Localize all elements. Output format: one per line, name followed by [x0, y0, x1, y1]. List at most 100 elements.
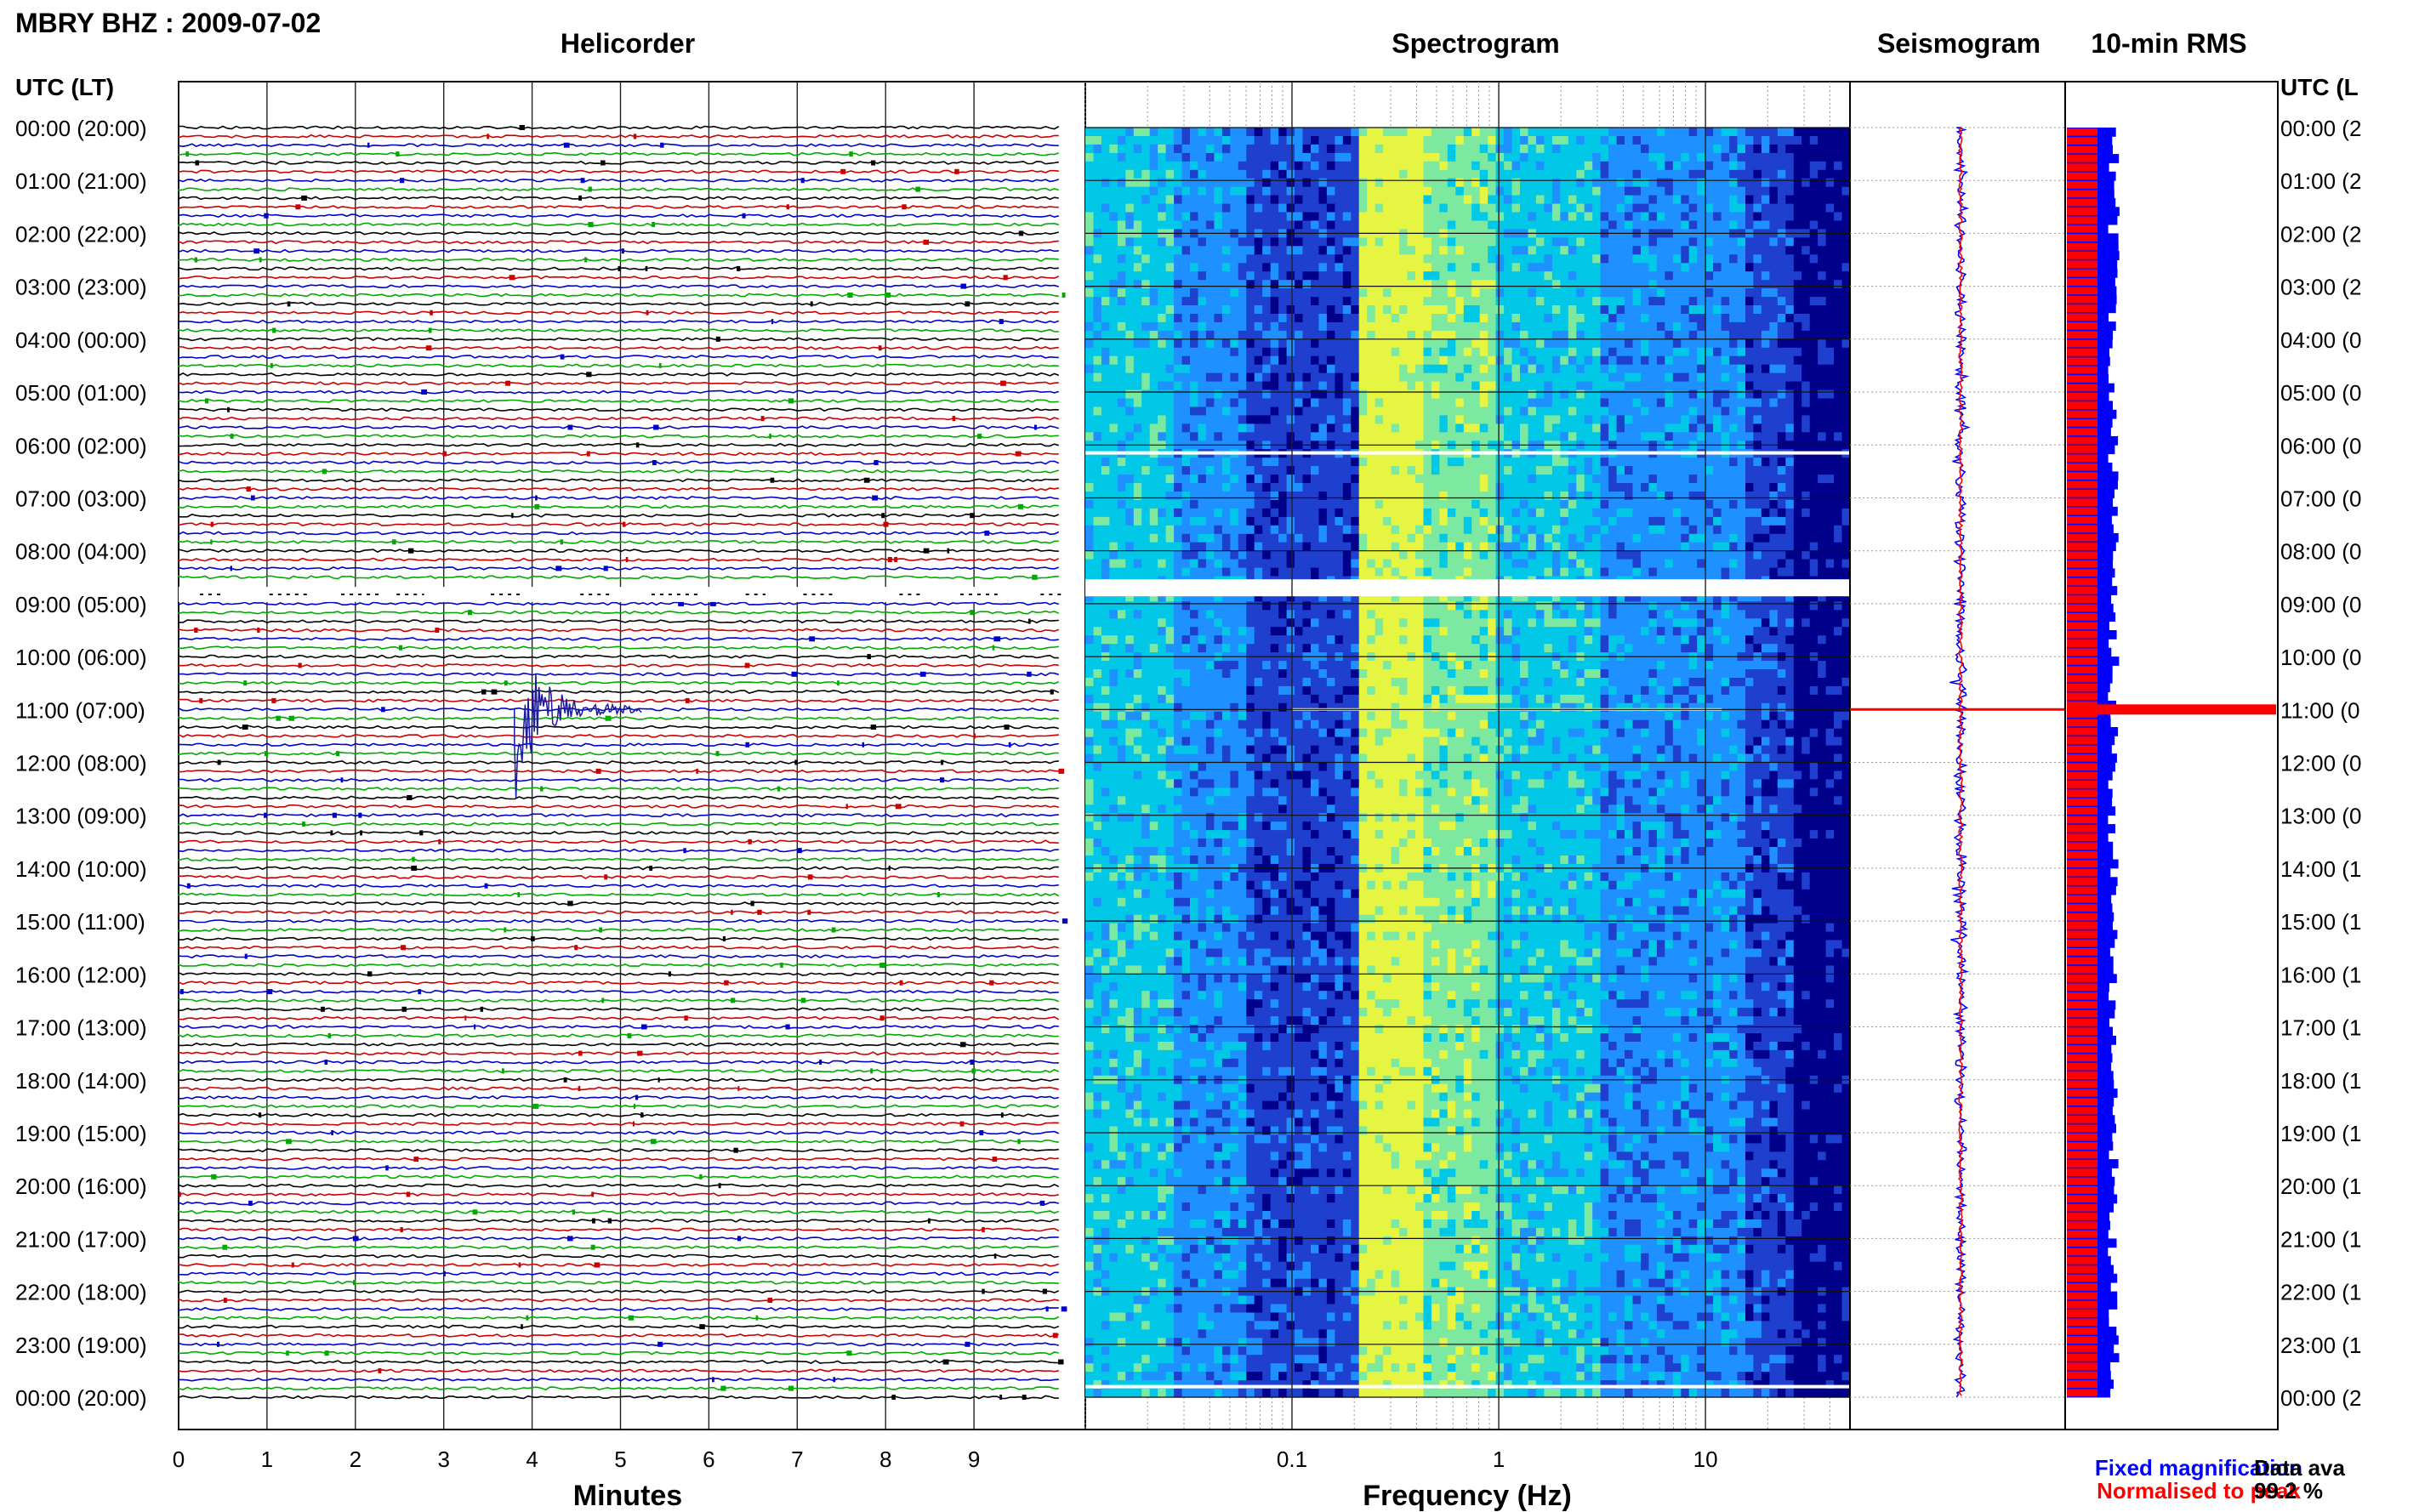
spectrogram-cell [1729, 161, 1739, 171]
spectrogram-cell [1383, 483, 1392, 492]
spectrogram-cell [1205, 389, 1215, 400]
spectrogram-cell [1375, 466, 1384, 475]
helicorder-blip [888, 865, 891, 871]
spectrogram-cell [1230, 186, 1239, 196]
spectrogram-cell [1511, 152, 1521, 162]
spectrogram-cell [1246, 492, 1255, 501]
spectrogram-cell [1085, 161, 1095, 171]
spectrogram-cell [1391, 381, 1400, 391]
helicorder-blip [919, 671, 926, 677]
helicorder-trace [178, 725, 1059, 730]
helicorder-blip [940, 777, 945, 783]
spectrogram-cell [1528, 220, 1537, 230]
helicorder-blip [989, 980, 994, 986]
spectrogram-cell [1439, 483, 1449, 492]
spectrogram-cell [1439, 398, 1449, 408]
spectrogram-cell [1528, 372, 1537, 383]
spectrogram-cell [1471, 423, 1481, 433]
spectrogram-cell [1568, 508, 1577, 518]
spectrogram-cell [1214, 347, 1223, 357]
spectrogram-cell [1681, 415, 1690, 424]
helicorder-trace [178, 151, 1060, 156]
spectrogram-cell [1841, 381, 1851, 391]
spectrogram-cell [1358, 254, 1368, 264]
spectrogram-cell [1165, 347, 1175, 357]
spectrogram-cell [1246, 381, 1255, 391]
spectrogram-cell [1535, 347, 1545, 357]
spectrogram-cell [1367, 152, 1376, 162]
spectrogram-cell [1681, 237, 1690, 247]
helicorder-trace [178, 1219, 1059, 1224]
spectrogram-cell [1149, 288, 1158, 298]
spectrogram-cell [1745, 499, 1755, 509]
spectrogram-cell [1608, 330, 1618, 340]
spectrogram-cell [1205, 432, 1215, 441]
spectrogram-cell [1358, 212, 1368, 222]
spectrogram-cell [1311, 246, 1320, 255]
spectrogram-cell [1672, 271, 1682, 281]
spectrogram-cell [1399, 483, 1409, 492]
spectrogram-cell [1085, 516, 1095, 526]
spectrogram-cell [1608, 321, 1618, 332]
spectrogram-cell [1391, 466, 1400, 475]
spectrogram-cell [1729, 508, 1739, 518]
spectrogram-cell [1479, 321, 1488, 332]
helicorder-blip [367, 142, 370, 148]
spectrogram-cell [1423, 372, 1432, 383]
spectrogram-cell [1841, 466, 1851, 475]
spectrogram-cell [1270, 338, 1279, 349]
spectrogram-cell [1471, 364, 1481, 374]
spectrogram-cell [1125, 246, 1135, 255]
spectrogram-cell [1697, 483, 1706, 492]
spectrogram-cell [1713, 195, 1722, 205]
spectrogram-cell [1165, 144, 1175, 154]
spectrogram-cell [1737, 381, 1746, 391]
spectrogram-cell [1818, 314, 1827, 323]
spectrogram-cell [1447, 280, 1456, 289]
spectrogram-cell [1262, 254, 1272, 264]
helicorder-blip [750, 901, 754, 907]
helicorder-blip [509, 275, 515, 281]
helicorder-blip [883, 521, 889, 527]
spectrogram-cell [1230, 355, 1239, 366]
helicorder-blip [428, 327, 432, 333]
spectrogram-cell [1399, 161, 1409, 171]
spectrogram-cell [1311, 321, 1320, 332]
helicorder-trace [178, 998, 1060, 1003]
spectrogram-cell [1729, 254, 1739, 264]
spectrogram-cell [1834, 458, 1843, 467]
spectrogram-cell [1262, 314, 1272, 323]
spectrogram-cell [1455, 492, 1465, 501]
spectrogram-cell [1133, 508, 1142, 518]
helicorder-blip [272, 327, 276, 333]
spectrogram-cell [1616, 178, 1625, 188]
spectrogram-cell [1295, 415, 1304, 424]
spectrogram-cell [1391, 372, 1400, 383]
spectrogram-cell [1399, 178, 1409, 188]
helicorder-blip [407, 548, 414, 554]
spectrogram-cell [1528, 280, 1537, 289]
spectrogram-cell [1665, 161, 1674, 171]
spectrogram-cell [1544, 475, 1553, 484]
spectrogram-cell [1641, 458, 1650, 467]
spectrogram-cell [1632, 475, 1642, 484]
spectrogram-cell [1342, 288, 1352, 298]
helicorder-blip [992, 645, 995, 651]
helicorder-blip [535, 495, 538, 501]
spectrogram-cell [1391, 432, 1400, 441]
helicorder-blip [720, 1385, 726, 1391]
spectrogram-cell [1278, 415, 1288, 424]
spectrogram-cell [1544, 406, 1553, 417]
helicorder-trace [178, 945, 1059, 950]
helicorder-trace [178, 1122, 1059, 1127]
helicorder-trace [178, 1130, 1060, 1135]
spectrogram-cell [1431, 246, 1440, 255]
spectrogram-cell [1495, 355, 1505, 366]
spectrogram-cell [1326, 458, 1335, 467]
spectrogram-cell [1672, 186, 1682, 196]
helicorder-blip [563, 1077, 567, 1083]
spectrogram-cell [1785, 144, 1795, 154]
spectrogram-cell [1463, 321, 1472, 332]
spectrogram-cell [1729, 178, 1739, 188]
spectrogram-cell [1085, 499, 1095, 509]
